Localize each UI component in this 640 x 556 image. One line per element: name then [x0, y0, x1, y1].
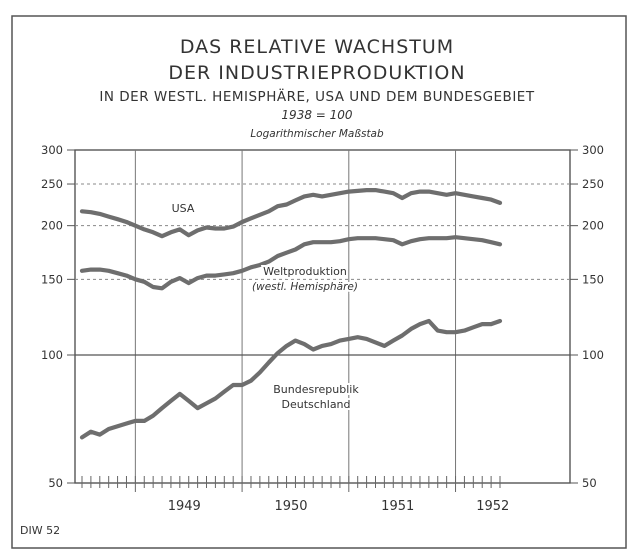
- chart-subtitle: IN DER WESTL. HEMISPHÄRE, USA UND DEM BU…: [99, 87, 534, 105]
- source-label: DIW 52: [20, 524, 60, 537]
- y-tick-label-right-250: 250: [582, 177, 604, 191]
- y-tick-label-left-50: 50: [48, 476, 63, 490]
- series-label-2-line-1: Deutschland: [281, 398, 350, 411]
- y-tick-label-right-300: 300: [582, 143, 604, 157]
- series-label-1-line-0: Weltproduktion: [263, 265, 347, 278]
- series-label-2-line-0: Bundesrepublik: [273, 383, 359, 396]
- plot-area: 50 50 100 100 150 150 200 200 250 250 300 300 1949 19…: [41, 143, 604, 514]
- y-tick-label-right-50: 50: [582, 476, 597, 490]
- title-line-2: DER INDUSTRIEPRODUKTION: [168, 62, 465, 84]
- y-tick-label-left-200: 200: [41, 219, 63, 233]
- x-tick-label-1952: 1952: [476, 499, 509, 514]
- series-line-0: [79, 188, 503, 239]
- base-year-note: 1938 = 100: [281, 108, 352, 122]
- y-tick-label-right-200: 200: [582, 219, 604, 233]
- x-tick-label-1951: 1951: [381, 499, 414, 514]
- y-tick-label-right-150: 150: [582, 272, 604, 286]
- scale-note: Logarithmischer Maßstab: [250, 128, 384, 140]
- figure-frame: [11, 15, 627, 549]
- y-tick-label-left-300: 300: [41, 143, 63, 157]
- y-tick-label-right-100: 100: [582, 348, 604, 362]
- series-label-0-line-0: USA: [172, 202, 195, 215]
- y-tick-label-left-250: 250: [41, 177, 63, 191]
- series-label-1-line-1: (westl. Hemisphäre): [252, 281, 358, 293]
- x-tick-label-1950: 1950: [274, 499, 307, 514]
- series-line-1: [79, 235, 503, 291]
- y-tick-label-left-100: 100: [41, 348, 63, 362]
- x-tick-label-1949: 1949: [168, 499, 201, 514]
- series-line-2: [79, 318, 503, 440]
- title-line-1: DAS RELATIVE WACHSTUM: [180, 36, 454, 58]
- y-tick-label-left-150: 150: [41, 272, 63, 286]
